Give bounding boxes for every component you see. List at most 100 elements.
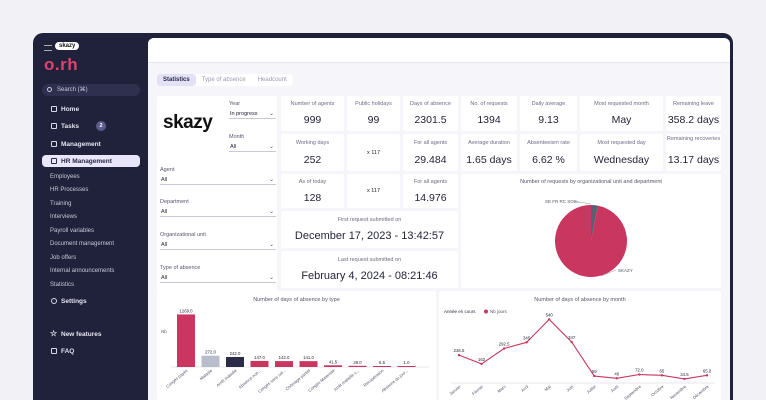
sidebar-item-faq[interactable]: FAQ bbox=[42, 345, 140, 357]
chart-title: Number of days of absence by type bbox=[253, 297, 340, 303]
kpi-label: Most requested month bbox=[594, 101, 649, 107]
sidebar-item-hr-management[interactable]: HR Management bbox=[42, 155, 140, 167]
line-point[interactable] bbox=[615, 377, 619, 380]
chevron-down-icon: ⌄ bbox=[268, 242, 274, 248]
sidebar-item-label: Tasks bbox=[61, 123, 79, 130]
kpi-value: 1.65 days bbox=[466, 154, 512, 166]
line-point[interactable] bbox=[683, 377, 686, 381]
sidebar-subitem-employees[interactable]: Employees bbox=[50, 174, 80, 180]
kpi-multiplier-1: x 117 bbox=[347, 134, 400, 171]
bar[interactable] bbox=[299, 361, 318, 367]
x-tick-label: Mai bbox=[543, 384, 551, 392]
department-select[interactable]: All ⌄ bbox=[160, 206, 276, 217]
bar[interactable] bbox=[250, 360, 269, 367]
bar[interactable] bbox=[226, 356, 244, 367]
sidebar-item-tasks[interactable]: Tasks 2 bbox=[42, 120, 140, 132]
bar[interactable] bbox=[397, 366, 416, 367]
line-value-label: 59 bbox=[592, 369, 597, 374]
x-tick-label: Juillet bbox=[585, 383, 597, 394]
bar-value-label: 272.0 bbox=[205, 350, 216, 355]
line-chart-card: Number of days of absence by month Année… bbox=[439, 291, 721, 400]
kpi-label: Working days bbox=[295, 140, 330, 146]
chevron-down-icon: ⌄ bbox=[268, 209, 274, 215]
pie-label: SE FR RC SGS... bbox=[545, 199, 581, 204]
bar-value-label: 29.0 bbox=[353, 360, 362, 365]
kpi-average-duration: Average duration 1.65 days bbox=[461, 134, 517, 171]
kpi-as-of-today: As of today 128 bbox=[281, 174, 344, 208]
bar-chart: Nb 1269.0 Congés payés 272.0 Maladie 242.0 Ar… bbox=[161, 308, 429, 394]
kpi-value: 9.13 bbox=[538, 114, 559, 126]
month-select[interactable]: All ⌄ bbox=[229, 141, 276, 152]
agent-select[interactable]: All ⌄ bbox=[160, 174, 276, 185]
x-tick-label: Maladie bbox=[199, 368, 214, 382]
search-placeholder: Search (⌘) bbox=[57, 87, 88, 93]
sidebar: skazy o.rh Search (⌘) Home Tasks 2 Manage… bbox=[33, 33, 148, 400]
line-point[interactable] bbox=[570, 340, 573, 344]
kpi-label: Number of agents bbox=[290, 101, 335, 107]
x-tick-label: Février bbox=[471, 384, 485, 397]
line-point[interactable] bbox=[638, 373, 641, 376]
main-content: Statistics Type of absence Headcount ska… bbox=[148, 38, 730, 400]
kpi-requests: No. of requests 1394 bbox=[461, 96, 517, 131]
absence-type-value: All bbox=[161, 275, 168, 281]
line-point[interactable] bbox=[502, 347, 506, 350]
tab-bar: Statistics Type of absence Headcount bbox=[157, 74, 293, 86]
tab-type-of-absence[interactable]: Type of absence bbox=[201, 77, 246, 83]
bar[interactable] bbox=[201, 355, 220, 367]
line-point[interactable] bbox=[457, 353, 461, 357]
kpi-value: 13.17 days bbox=[667, 154, 720, 166]
org-unit-select[interactable]: All ⌄ bbox=[160, 239, 276, 250]
sidebar-subitem-statistics[interactable]: Statistics bbox=[50, 282, 75, 288]
line-value-label: 162 bbox=[478, 357, 486, 362]
sidebar-item-settings[interactable]: Settings bbox=[42, 295, 140, 307]
sidebar-subitem-interviews[interactable]: Interviews bbox=[50, 214, 78, 220]
line-point[interactable] bbox=[547, 318, 551, 321]
kpi-value: x 117 bbox=[366, 150, 381, 156]
x-tick-label: Juin bbox=[565, 384, 575, 393]
line-point[interactable] bbox=[593, 374, 596, 378]
sidebar-subitem-documents[interactable]: Document management bbox=[50, 241, 115, 247]
sidebar-subitem-hr-processes[interactable]: HR Processes bbox=[50, 187, 89, 193]
kpi-label: Last request submitted on bbox=[337, 257, 402, 263]
org-unit-label: Organizational unit bbox=[160, 232, 206, 238]
absence-type-select[interactable]: All ⌄ bbox=[160, 272, 276, 283]
line-point[interactable] bbox=[705, 374, 709, 377]
line-point[interactable] bbox=[525, 341, 528, 344]
sidebar-subitem-payroll[interactable]: Payroll variables bbox=[50, 228, 95, 234]
line-series bbox=[458, 318, 708, 380]
bar[interactable] bbox=[373, 366, 391, 367]
kpi-value: 128 bbox=[303, 192, 322, 204]
bar[interactable] bbox=[275, 361, 293, 367]
bar[interactable] bbox=[177, 314, 195, 367]
kpi-most-requested-month: Most requested month May bbox=[580, 96, 663, 131]
sidebar-item-management[interactable]: Management bbox=[42, 138, 140, 150]
year-select[interactable]: In progress ⌄ bbox=[229, 108, 276, 119]
bar-value-label: 141.0 bbox=[303, 355, 314, 360]
sidebar-subitem-training[interactable]: Training bbox=[50, 201, 72, 207]
kpi-value: May bbox=[611, 114, 632, 126]
kpi-label: Average duration bbox=[468, 140, 510, 146]
bar-value-label: 142.0 bbox=[279, 355, 290, 360]
line-value-label: 34.5 bbox=[680, 372, 689, 377]
chevron-down-icon: ⌄ bbox=[268, 275, 274, 281]
menu-icon[interactable] bbox=[44, 45, 52, 51]
pie-chart-card: Number of requests by organizational uni… bbox=[461, 174, 721, 288]
sidebar-item-new-features[interactable]: ☆ New features bbox=[42, 328, 140, 340]
last-request-card: Last request submitted on February 4, 202… bbox=[281, 251, 458, 288]
tab-headcount[interactable]: Headcount bbox=[257, 77, 287, 83]
sidebar-item-label: Home bbox=[61, 106, 80, 113]
line-value-label: 345 bbox=[523, 335, 531, 340]
line-point[interactable] bbox=[480, 362, 483, 366]
kpi-label: First request submitted on bbox=[337, 217, 402, 223]
sidebar-item-home[interactable]: Home bbox=[42, 103, 140, 115]
bar[interactable] bbox=[348, 365, 367, 367]
line-point[interactable] bbox=[660, 374, 664, 377]
sidebar-subitem-job-offers[interactable]: Job offers bbox=[50, 255, 77, 261]
sidebar-subitem-announcements[interactable]: Internal announcements bbox=[50, 268, 115, 274]
bar-value-label: 6.5 bbox=[379, 360, 386, 365]
bar[interactable] bbox=[324, 365, 342, 367]
pie-slice[interactable] bbox=[591, 205, 598, 241]
search-input[interactable]: Search (⌘) bbox=[42, 84, 140, 96]
kpi-value: Wednesday bbox=[593, 154, 650, 166]
tab-statistics[interactable]: Statistics bbox=[157, 74, 196, 86]
